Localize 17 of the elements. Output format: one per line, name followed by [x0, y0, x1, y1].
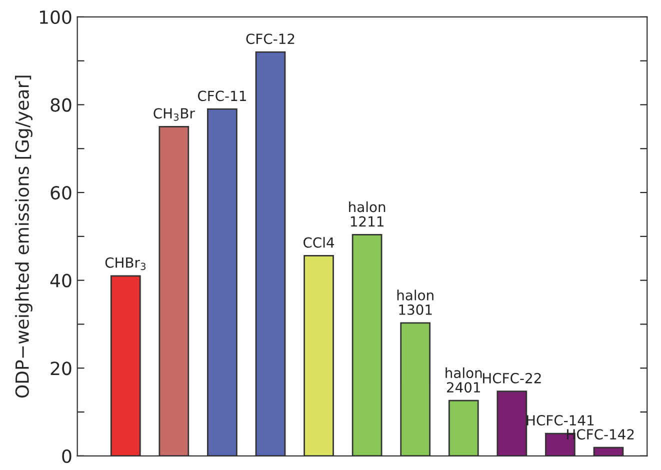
x-tick-label: CHBr$_{3}$ — [105, 257, 146, 270]
y-axis-title: ODP−weighted emissions [Gg/year] — [14, 76, 32, 398]
y-tick-label: 0 — [62, 449, 72, 464]
x-tick-label: CH$_{3}$Br — [154, 108, 195, 121]
y-tick-label: 100 — [40, 10, 72, 24]
y-tick-label: 40 — [50, 274, 72, 288]
x-tick-label: halon 2401 — [446, 367, 482, 393]
y-tick-label: 20 — [50, 362, 72, 376]
x-tick-label: CFC-12 — [246, 34, 294, 44]
x-tick-label: CFC-11 — [198, 90, 246, 102]
x-tick-label: CCl4 — [304, 237, 334, 248]
x-tick-label: HCFC-142 — [567, 429, 634, 440]
x-tick-label: halon 1211 — [349, 201, 386, 226]
x-tick-label: halon 1301 — [397, 290, 434, 315]
y-tick-label: 60 — [50, 186, 72, 200]
y-tick-label: 80 — [50, 98, 72, 112]
x-tick-label: HCFC-22 — [483, 372, 541, 384]
